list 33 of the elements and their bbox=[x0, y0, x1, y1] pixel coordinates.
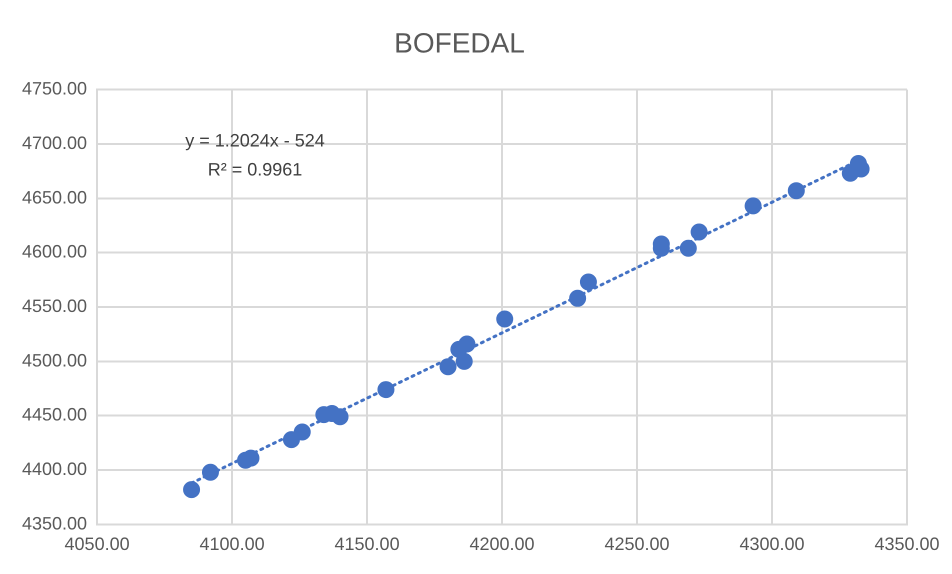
point bbox=[377, 381, 394, 398]
x-tick-label: 4350.00 bbox=[874, 534, 940, 554]
y-tick-label: 4550.00 bbox=[22, 296, 88, 316]
x-tick-label: 4150.00 bbox=[334, 534, 400, 554]
point bbox=[580, 274, 597, 290]
point bbox=[332, 408, 349, 426]
point bbox=[744, 197, 762, 214]
point bbox=[496, 310, 514, 328]
point bbox=[202, 464, 219, 481]
x-tick-label: 4250.00 bbox=[604, 534, 670, 554]
x-tick-label: 4200.00 bbox=[469, 534, 535, 554]
x-tick-label: 4100.00 bbox=[200, 534, 265, 554]
y-tick-label: 4700.00 bbox=[22, 132, 88, 153]
annotation: y = 1.2024x - 524 bbox=[185, 130, 325, 151]
y-tick-label: 4650.00 bbox=[22, 187, 88, 208]
point bbox=[680, 240, 697, 257]
point bbox=[788, 182, 805, 200]
y-tick-label: 4500.00 bbox=[22, 350, 88, 370]
point bbox=[294, 424, 311, 441]
x-tick-label: 4300.00 bbox=[739, 534, 805, 554]
y-tick-label: 4750.00 bbox=[22, 78, 88, 99]
x-tick-label: 4050.00 bbox=[64, 534, 130, 554]
y-tick-label: 4400.00 bbox=[22, 459, 88, 480]
y-tick-label: 4350.00 bbox=[22, 513, 88, 534]
y-tick-label: 4450.00 bbox=[22, 404, 88, 425]
point bbox=[690, 223, 708, 240]
point bbox=[458, 335, 476, 352]
chart-title: BOFEDAL bbox=[394, 28, 525, 59]
y-tick-label: 4600.00 bbox=[22, 242, 88, 262]
point bbox=[569, 290, 586, 307]
annotation: R² = 0.9961 bbox=[208, 160, 302, 180]
point bbox=[440, 358, 457, 376]
point bbox=[183, 481, 200, 498]
